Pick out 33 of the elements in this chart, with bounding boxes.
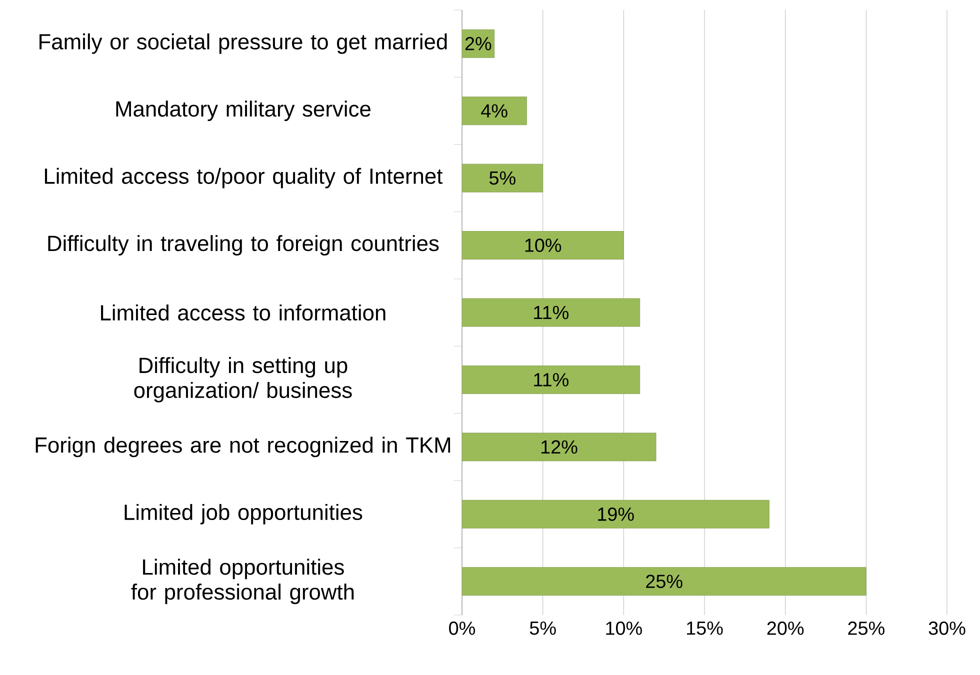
bar [462, 432, 656, 462]
data-label: 19% [598, 507, 634, 521]
y-tick-label: Forign degrees are not recognized in TKM [36, 436, 450, 458]
data-label: 25% [646, 574, 682, 588]
bar [462, 500, 770, 528]
x-tick-label: 30% [928, 622, 966, 635]
y-tick-label: Difficulty in setting up organization/ business [134, 357, 352, 402]
x-tick-label: 10% [606, 622, 642, 635]
y-tick-label: Difficulty in traveling to foreign countries [48, 235, 439, 256]
y-tick-label: Limited access to information [101, 304, 386, 321]
y-tick-label: Limited access to/poor quality of Internet [44, 168, 443, 188]
x-tick-label: 0% [449, 622, 475, 635]
bar [462, 164, 544, 192]
data-label: 10% [525, 238, 562, 252]
bar [462, 231, 624, 260]
data-label: 12% [541, 440, 578, 454]
y-tick-label: Family or societal pressure to get married [40, 33, 447, 54]
data-label: 5% [489, 171, 516, 185]
bar [462, 366, 640, 394]
data-label: 11% [534, 373, 568, 386]
bar [462, 298, 640, 327]
data-label: 2% [465, 36, 492, 50]
y-tick-label: Mandatory military service [116, 100, 370, 122]
x-tick-label: 25% [848, 622, 884, 635]
bar [462, 96, 527, 126]
x-tick-label: 20% [767, 622, 804, 635]
bar [462, 567, 866, 596]
data-label: 4% [481, 104, 508, 118]
y-tick-label: Limited opportunities for professional growth [131, 558, 354, 604]
y-tick-label: Limited job opportunities [124, 504, 362, 524]
data-label: 11% [534, 306, 568, 320]
x-tick-label: 15% [686, 622, 723, 635]
x-tick-label: 5% [530, 622, 556, 635]
